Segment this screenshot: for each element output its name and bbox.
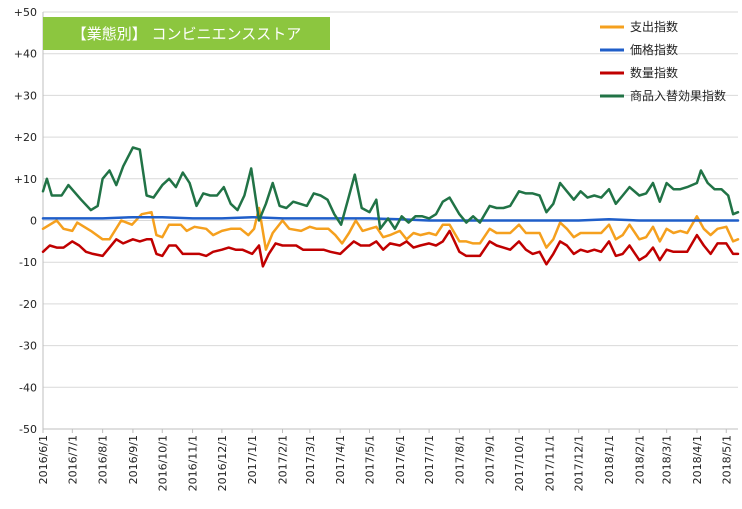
y-tick-label: +50: [14, 6, 37, 19]
series-line: [41, 146, 740, 231]
x-tick-label: 2017/1/1: [246, 435, 259, 484]
x-tick-label: 2016/10/1: [156, 435, 169, 491]
legend-label: 価格指数: [630, 42, 678, 57]
x-tick-label: 2016/7/1: [66, 435, 79, 484]
x-tick-label: 2016/11/1: [187, 435, 200, 491]
x-tick-label: 2017/8/1: [453, 435, 466, 484]
y-tick-label: +20: [14, 131, 37, 144]
y-axis: +50 +40 +30 +20 +10 0 -10 -20 -30 -40 -50: [14, 6, 44, 436]
x-tick-label: 2018/1/1: [603, 435, 616, 484]
x-tick-label: 2017/10/1: [513, 435, 526, 491]
x-tick-label: 2017/9/1: [484, 435, 497, 484]
legend-label: 支出指数: [630, 19, 678, 34]
x-tick-label: 2016/8/1: [97, 435, 110, 484]
y-tick-label: +40: [14, 48, 37, 61]
x-tick-label: 2018/2/1: [633, 435, 646, 484]
y-tick-label: -10: [19, 256, 37, 269]
y-tick-label: -40: [19, 381, 37, 394]
x-tick-label: 2017/2/1: [276, 435, 289, 484]
series-line: [41, 206, 740, 251]
x-tick-label: 2018/3/1: [661, 435, 674, 484]
x-tick-label: 2018/4/1: [691, 435, 704, 484]
legend-label: 数量指数: [630, 65, 678, 80]
legend-label: 商品入替効果指数: [630, 88, 726, 103]
x-tick-label: 2017/5/1: [363, 435, 376, 484]
chart-title: 【業態別】 コンビニエンスストア: [72, 25, 301, 43]
y-tick-label: -30: [19, 340, 37, 353]
x-tick-label: 2016/6/1: [37, 435, 50, 484]
x-tick-label: 2017/4/1: [334, 435, 347, 484]
x-tick-label: 2017/7/1: [423, 435, 436, 484]
chart-title-box: 【業態別】 コンビニエンスストア: [43, 17, 330, 50]
series-line: [41, 229, 740, 268]
x-tick-label: 2016/12/1: [216, 435, 229, 491]
y-tick-label: +10: [14, 173, 37, 186]
y-tick-label: 0: [30, 215, 37, 228]
series-lines: [41, 146, 740, 268]
x-tick-label: 2017/3/1: [304, 435, 317, 484]
x-tick-label: 2016/9/1: [127, 435, 140, 484]
y-tick-label: -20: [19, 298, 37, 311]
x-tick-label: 2017/12/1: [573, 435, 586, 491]
x-tick-label: 2017/11/1: [543, 435, 556, 491]
x-tick-label: 2018/5/1: [720, 435, 733, 484]
x-tick-label: 2017/6/1: [394, 435, 407, 484]
x-axis: 2016/6/1 2016/7/1 2016/8/1 2016/9/1 2016/10/…: [37, 428, 738, 491]
chart-title-background: [43, 17, 330, 50]
y-tick-label: -50: [19, 423, 37, 436]
y-tick-label: +30: [14, 89, 37, 102]
